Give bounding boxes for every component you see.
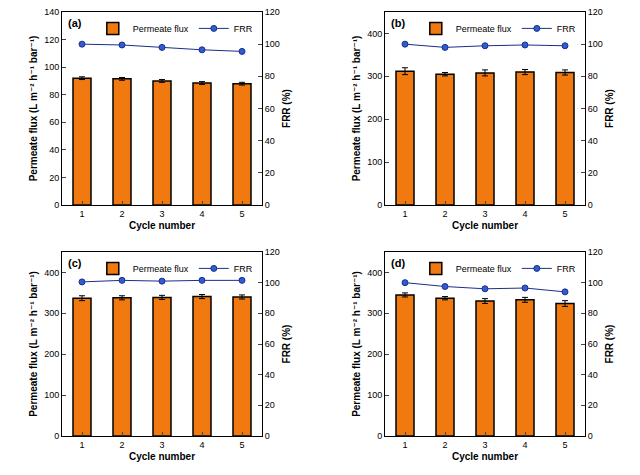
- svg-text:2: 2: [442, 209, 447, 219]
- svg-text:20: 20: [588, 400, 598, 410]
- svg-text:100: 100: [367, 390, 382, 400]
- svg-text:FRR: FRR: [234, 264, 253, 274]
- svg-text:80: 80: [265, 308, 275, 318]
- svg-text:40: 40: [265, 136, 275, 146]
- svg-text:Cycle number: Cycle number: [452, 220, 518, 231]
- svg-text:200: 200: [44, 349, 59, 359]
- svg-text:5: 5: [562, 209, 567, 219]
- svg-text:Permeate flux (L m⁻² h⁻¹ bar⁻¹: Permeate flux (L m⁻² h⁻¹ bar⁻¹): [28, 271, 39, 417]
- svg-text:Cycle number: Cycle number: [129, 451, 195, 462]
- svg-text:40: 40: [49, 145, 59, 155]
- svg-text:120: 120: [588, 247, 603, 257]
- svg-text:40: 40: [265, 370, 275, 380]
- svg-text:5: 5: [239, 209, 244, 219]
- svg-text:0: 0: [377, 200, 382, 210]
- svg-text:300: 300: [367, 308, 382, 318]
- svg-text:20: 20: [588, 168, 598, 178]
- svg-text:80: 80: [265, 71, 275, 81]
- svg-text:Permeate flux (L m⁻² h⁻¹ bar⁻¹: Permeate flux (L m⁻² h⁻¹ bar⁻¹): [28, 36, 39, 182]
- svg-text:400: 400: [44, 268, 59, 278]
- svg-text:Cycle number: Cycle number: [129, 220, 195, 231]
- svg-text:200: 200: [367, 114, 382, 124]
- svg-text:3: 3: [159, 209, 164, 219]
- svg-text:100: 100: [588, 278, 603, 288]
- svg-text:60: 60: [265, 339, 275, 349]
- svg-text:40: 40: [588, 370, 598, 380]
- svg-text:120: 120: [588, 7, 603, 17]
- svg-text:(d): (d): [391, 257, 405, 269]
- svg-text:100: 100: [44, 390, 59, 400]
- svg-text:FRR (%): FRR (%): [281, 89, 292, 128]
- svg-text:5: 5: [239, 440, 244, 450]
- svg-text:(b): (b): [391, 17, 405, 29]
- svg-text:120: 120: [265, 247, 280, 257]
- svg-text:80: 80: [49, 90, 59, 100]
- svg-text:Permeate flux: Permeate flux: [456, 24, 512, 34]
- svg-text:1: 1: [402, 440, 407, 450]
- svg-text:Permeate flux: Permeate flux: [133, 24, 189, 34]
- svg-text:100: 100: [265, 39, 280, 49]
- svg-text:FRR (%): FRR (%): [604, 325, 615, 364]
- svg-text:FRR: FRR: [557, 24, 576, 34]
- svg-text:4: 4: [199, 440, 204, 450]
- svg-text:60: 60: [49, 117, 59, 127]
- svg-text:(c): (c): [68, 257, 82, 269]
- svg-text:FRR (%): FRR (%): [281, 325, 292, 364]
- svg-text:20: 20: [49, 173, 59, 183]
- svg-text:FRR: FRR: [234, 24, 253, 34]
- svg-text:4: 4: [522, 209, 527, 219]
- svg-text:300: 300: [367, 71, 382, 81]
- svg-text:0: 0: [588, 200, 593, 210]
- svg-text:0: 0: [377, 431, 382, 441]
- svg-text:100: 100: [44, 62, 59, 72]
- svg-text:60: 60: [265, 104, 275, 114]
- svg-text:0: 0: [265, 431, 270, 441]
- svg-text:120: 120: [265, 7, 280, 17]
- svg-text:Cycle number: Cycle number: [452, 451, 518, 462]
- svg-text:Permeate flux: Permeate flux: [133, 264, 189, 274]
- svg-text:300: 300: [44, 308, 59, 318]
- svg-text:0: 0: [54, 431, 59, 441]
- svg-text:20: 20: [265, 168, 275, 178]
- svg-text:400: 400: [367, 29, 382, 39]
- svg-text:2: 2: [442, 440, 447, 450]
- svg-text:4: 4: [199, 209, 204, 219]
- svg-text:1: 1: [79, 440, 84, 450]
- svg-text:1: 1: [79, 209, 84, 219]
- svg-text:60: 60: [588, 104, 598, 114]
- svg-text:2: 2: [119, 440, 124, 450]
- svg-text:140: 140: [44, 7, 59, 17]
- svg-text:FRR: FRR: [557, 264, 576, 274]
- svg-text:60: 60: [588, 339, 598, 349]
- svg-text:FRR (%): FRR (%): [604, 89, 615, 128]
- svg-text:80: 80: [588, 308, 598, 318]
- svg-text:0: 0: [54, 200, 59, 210]
- svg-text:0: 0: [265, 200, 270, 210]
- svg-text:120: 120: [44, 35, 59, 45]
- svg-text:1: 1: [402, 209, 407, 219]
- svg-text:3: 3: [159, 440, 164, 450]
- svg-text:Permeate flux (L m⁻² h⁻¹ bar⁻¹: Permeate flux (L m⁻² h⁻¹ bar⁻¹): [351, 271, 362, 417]
- svg-text:(a): (a): [68, 17, 82, 29]
- svg-text:Permeate flux (L m⁻² h⁻¹ bar⁻¹: Permeate flux (L m⁻² h⁻¹ bar⁻¹): [351, 36, 362, 182]
- svg-text:20: 20: [265, 400, 275, 410]
- svg-text:4: 4: [522, 440, 527, 450]
- svg-text:3: 3: [482, 209, 487, 219]
- svg-text:100: 100: [265, 278, 280, 288]
- svg-text:80: 80: [588, 71, 598, 81]
- svg-text:Permeate flux: Permeate flux: [456, 264, 512, 274]
- svg-text:2: 2: [119, 209, 124, 219]
- svg-text:200: 200: [367, 349, 382, 359]
- svg-text:400: 400: [367, 268, 382, 278]
- svg-text:100: 100: [588, 39, 603, 49]
- svg-text:100: 100: [367, 157, 382, 167]
- svg-text:0: 0: [588, 431, 593, 441]
- svg-text:5: 5: [562, 440, 567, 450]
- svg-text:40: 40: [588, 136, 598, 146]
- svg-text:3: 3: [482, 440, 487, 450]
